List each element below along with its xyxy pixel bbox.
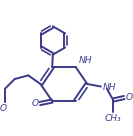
Text: NH: NH	[79, 56, 92, 65]
Text: O: O	[31, 99, 38, 108]
Text: NH: NH	[103, 83, 116, 92]
Text: O: O	[0, 104, 7, 113]
Text: O: O	[126, 93, 133, 102]
Text: CH₃: CH₃	[105, 114, 121, 123]
